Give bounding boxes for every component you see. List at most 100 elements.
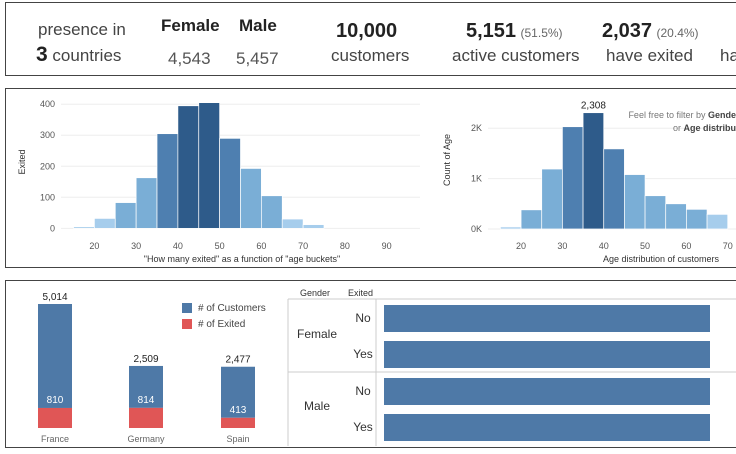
presence-suffix: countries <box>52 46 122 65</box>
age-x-tick: 30 <box>557 241 567 251</box>
age-x-tick: 70 <box>723 241 733 251</box>
exited-y-tick: 300 <box>40 130 55 140</box>
legend-swatch-customers <box>182 303 192 313</box>
presence-number: 3 <box>36 43 48 66</box>
filter-note-prefix: Feel free to filter by <box>628 110 708 120</box>
country-total-label: 2,509 <box>133 354 158 365</box>
exited-bar[interactable] <box>281 218 304 229</box>
age-chart[interactable]: Count of Age 0K 1K 2K 20 30 40 50 60 70 2,308 A… <box>442 101 736 264</box>
exited-x-tick: 90 <box>382 241 392 251</box>
age-x-ticks: 20 30 40 50 60 70 <box>516 241 733 251</box>
exited-x-tick: 80 <box>340 241 350 251</box>
exited-y-tick: 400 <box>40 99 55 109</box>
legend-label-customers: # of Customers <box>198 302 266 314</box>
exited-y-label: Exited <box>17 149 27 174</box>
exited-bars <box>73 102 325 229</box>
gender-group-label: Female <box>297 327 337 341</box>
exited-y-tick: 100 <box>40 192 55 202</box>
filter-note-line2: or Age distribu <box>673 123 736 133</box>
exited-row-label: Yes <box>353 347 373 361</box>
country-legend: # of Customers # of Exited <box>182 300 266 332</box>
gender-exited-chart[interactable]: Gender Exited Female No Yes Male No Yes <box>287 288 736 446</box>
country-exited-bar[interactable] <box>221 417 255 428</box>
exited-chart[interactable]: Exited 0 100 200 300 400 20 30 40 50 60 70 80 90 "H… <box>17 99 420 264</box>
exited-bar[interactable] <box>261 195 283 229</box>
gender-exited-bar[interactable] <box>384 378 710 405</box>
histogram-charts: Exited 0 100 200 300 400 20 30 40 50 60 70 80 90 "H… <box>17 99 736 264</box>
country-customers-bar[interactable] <box>38 304 72 408</box>
legend-item-exited[interactable]: # of Exited <box>182 316 266 332</box>
age-peak-data-label: 2,308 <box>581 101 606 112</box>
exited-x-tick: 40 <box>173 241 183 251</box>
col-header-exited: Exited <box>348 288 373 298</box>
gender-group-label: Male <box>304 399 330 413</box>
cutoff-label: ha <box>720 46 736 65</box>
exited-y-tick: 200 <box>40 161 55 171</box>
histogram-panel <box>5 88 736 268</box>
age-bar[interactable] <box>706 214 729 230</box>
female-value: 4,543 <box>168 49 211 68</box>
active-kpi: 5,151 (51.5%) <box>466 20 563 43</box>
exited-x-tick: 60 <box>256 241 266 251</box>
presence-prefix: presence in <box>38 20 126 39</box>
gender-exited-rows: Female No Yes Male No Yes <box>297 305 710 441</box>
female-label: Female <box>161 16 220 35</box>
customers-value: 10,000 <box>336 20 398 42</box>
exited-row-label: No <box>355 384 371 398</box>
country-exited-label: 814 <box>138 395 155 406</box>
exited-x-tick: 20 <box>89 241 99 251</box>
country-category-label: France <box>41 434 69 444</box>
country-total-label: 5,014 <box>42 292 67 303</box>
age-x-tick: 20 <box>516 241 526 251</box>
filter-note-age: Age distribu <box>683 123 736 133</box>
exited-x-tick: 30 <box>131 241 141 251</box>
exited-row-label: No <box>355 311 371 325</box>
legend-item-customers[interactable]: # of Customers <box>182 300 266 316</box>
age-y-ticks: 0K 1K 2K <box>471 123 482 234</box>
exited-y-ticks: 0 100 200 300 400 <box>40 99 55 233</box>
country-category-label: Germany <box>127 434 165 444</box>
age-y-label: Count of Age <box>442 134 452 186</box>
country-exited-bar[interactable] <box>38 407 72 428</box>
legend-swatch-exited <box>182 319 192 329</box>
exited-pct: (20.4%) <box>656 26 699 40</box>
exited-x-ticks: 20 30 40 50 60 70 80 90 <box>89 241 391 251</box>
breakdown-panel <box>5 280 736 448</box>
country-customers-bar[interactable] <box>129 365 163 408</box>
country-exited-label: 810 <box>47 395 64 406</box>
gender-exited-bar[interactable] <box>384 341 710 368</box>
country-exited-bar[interactable] <box>129 407 163 428</box>
exited-kpi: 2,037 (20.4%) <box>602 20 699 43</box>
country-chart[interactable]: 5,014 810 France 2,509 814 Germany 2,477 413 Spa… <box>38 292 255 444</box>
age-x-tick: 50 <box>640 241 650 251</box>
exited-label: have exited <box>606 46 693 65</box>
active-pct: (51.5%) <box>520 26 563 40</box>
age-y-tick: 1K <box>471 174 482 184</box>
exited-bar[interactable] <box>302 224 325 229</box>
kpi-bar: presence in 3 countries Female 4,543 Mal… <box>5 2 736 76</box>
gender-exited-bar[interactable] <box>384 305 710 332</box>
legend-label-exited: # of Exited <box>198 318 246 330</box>
presence-line: 3 countries <box>36 43 121 67</box>
filter-note-or: or <box>673 123 684 133</box>
exited-x-label: "How many exited" as a function of "age … <box>144 254 340 264</box>
active-value: 5,151 <box>466 20 517 42</box>
filter-note-gender: Gende <box>708 110 736 120</box>
age-x-label: Age distribution of customers <box>603 254 720 264</box>
exited-y-tick: 0 <box>50 223 55 233</box>
age-y-tick: 0K <box>471 224 482 234</box>
exited-value: 2,037 <box>602 20 653 42</box>
age-x-tick: 40 <box>599 241 609 251</box>
age-y-tick: 2K <box>471 123 482 133</box>
exited-row-label: Yes <box>353 420 373 434</box>
age-x-tick: 60 <box>681 241 691 251</box>
age-bars <box>500 112 729 230</box>
active-label: active customers <box>452 46 580 65</box>
country-exited-label: 413 <box>230 405 247 416</box>
country-total-label: 2,477 <box>225 355 250 366</box>
male-value: 5,457 <box>236 49 279 68</box>
country-customers-bar[interactable] <box>221 366 255 418</box>
gender-exited-bar[interactable] <box>384 414 710 441</box>
customers-label: customers <box>331 46 410 65</box>
